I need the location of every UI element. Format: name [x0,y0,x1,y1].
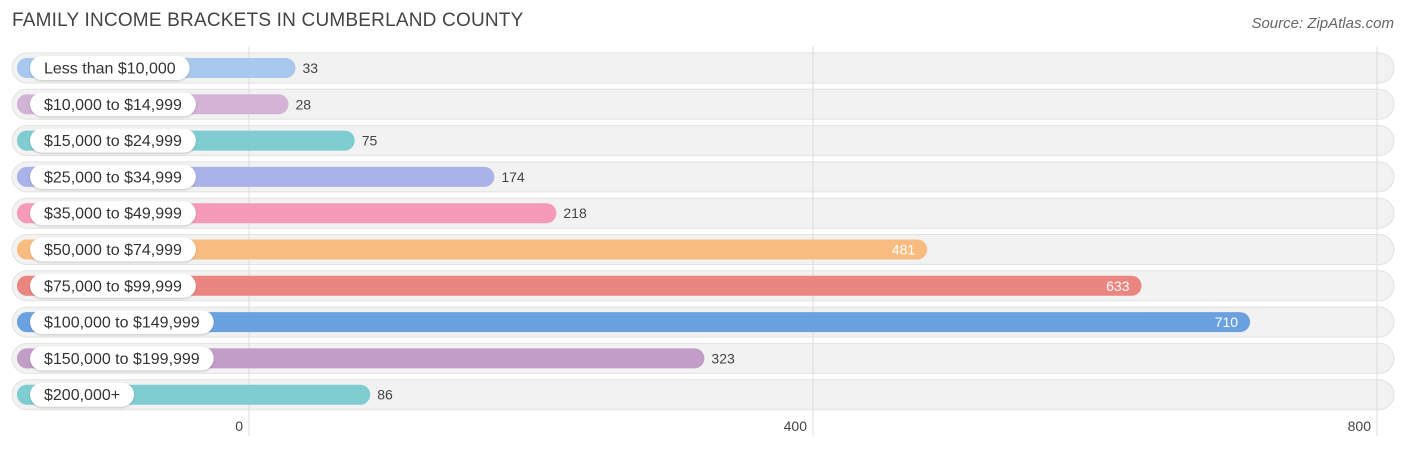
row-track [11,125,1395,157]
category-label: $50,000 to $74,999 [44,242,182,259]
category-label: Less than $10,000 [44,61,176,78]
category-label: $10,000 to $14,999 [44,97,182,114]
category-label-pill [30,273,196,298]
bar [17,239,928,260]
category-label: $25,000 to $34,999 [44,169,182,186]
value-label: 218 [563,205,587,221]
category-label-pill [30,346,214,371]
category-label-pill [30,164,196,189]
x-tick-label: 400 [784,418,808,434]
category-label-pill [30,128,196,153]
value-label: 323 [711,350,735,366]
value-label: 86 [377,387,393,403]
category-label: $150,000 to $199,999 [44,351,200,368]
bar [17,275,1142,296]
row-track [11,52,1395,84]
value-label: 33 [303,60,319,76]
value-label: 174 [501,169,525,185]
value-label: 75 [362,133,378,149]
value-label: 28 [295,96,311,112]
row-track [11,88,1395,120]
x-tick-label: 800 [1348,418,1372,434]
category-label: $75,000 to $99,999 [44,278,182,295]
value-label: 633 [1106,278,1130,294]
category-label-pill [30,310,214,335]
category-label-pill [30,56,190,80]
value-label: 481 [892,242,916,258]
category-label: $15,000 to $24,999 [44,133,182,150]
category-label: $35,000 to $49,999 [44,206,182,223]
category-label-pill [30,382,135,407]
x-tick-label: 0 [235,418,243,434]
category-label-pill [30,92,196,117]
chart-title: FAMILY INCOME BRACKETS IN CUMBERLAND COU… [12,10,524,31]
value-label: 710 [1215,314,1239,330]
bar [17,312,1251,333]
category-label-pill [30,201,196,226]
chart-source: Source: ZipAtlas.com [1251,15,1394,32]
category-label: $100,000 to $149,999 [44,315,200,332]
category-label: $200,000+ [44,387,120,404]
category-label-pill [30,237,196,262]
